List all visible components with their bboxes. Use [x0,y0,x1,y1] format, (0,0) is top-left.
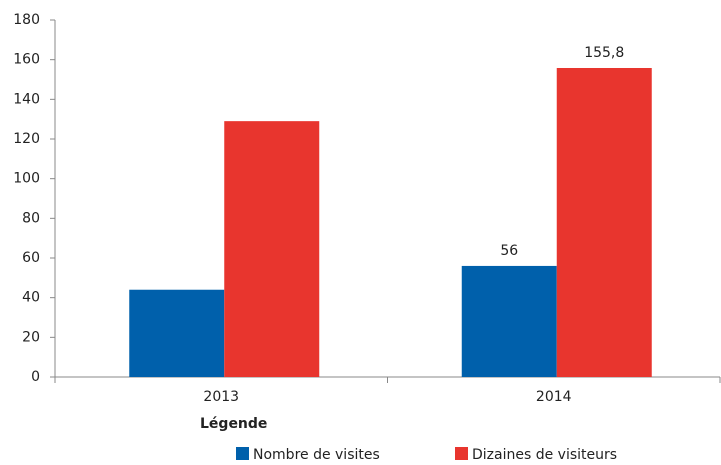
legend-swatch [236,447,249,460]
bar [129,289,225,377]
legend-title: Légende [200,416,267,432]
y-tick-label: 0 [31,369,40,385]
legend-label: Nombre de visites [253,447,380,463]
y-tick-label: 140 [13,91,40,107]
y-tick-label: 160 [13,52,40,68]
y-tick-label: 60 [22,250,40,266]
bar [556,67,652,377]
bar [461,265,557,377]
x-tick-label: 2013 [203,389,239,405]
bar [224,121,320,378]
y-tick-label: 180 [13,12,40,28]
data-label: 56 [500,243,518,259]
legend-label: Dizaines de visiteurs [472,447,617,463]
y-tick-label: 20 [22,329,40,345]
y-tick-label: 80 [22,210,40,226]
y-tick-label: 40 [22,290,40,306]
legend-swatch [455,447,468,460]
y-tick-label: 100 [13,171,40,187]
data-label: 155,8 [584,45,624,61]
y-tick-label: 120 [13,131,40,147]
x-tick-label: 2014 [536,389,572,405]
